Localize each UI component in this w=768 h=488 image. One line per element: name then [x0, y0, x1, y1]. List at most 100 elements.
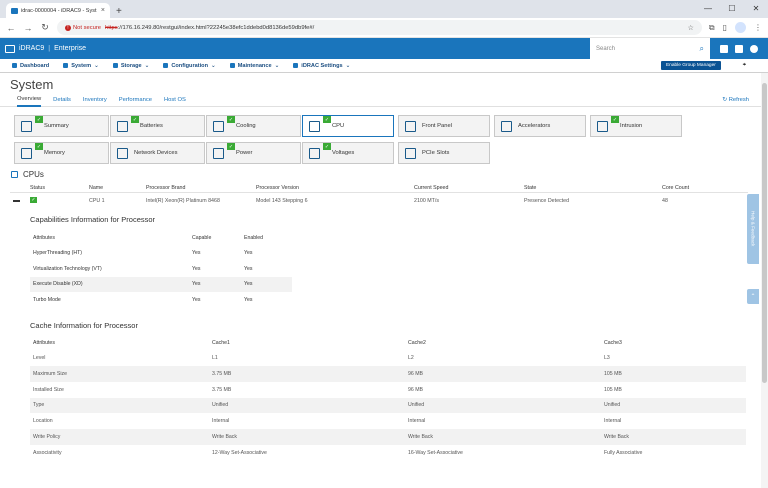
status-ok-icon: ✓	[35, 143, 43, 150]
search-input[interactable]: Search ⌕	[590, 38, 710, 59]
fan-icon	[213, 120, 224, 132]
url-bar[interactable]: ! Not secure https://176.16.249.80/restgu…	[57, 20, 702, 35]
tile-batteries[interactable]: ✓ Batteries	[110, 115, 205, 137]
tile-memory[interactable]: ✓ Memory	[14, 142, 109, 164]
tile-cooling[interactable]: ✓ Cooling	[206, 115, 301, 137]
tile-cpu[interactable]: ✓ CPU	[302, 115, 394, 137]
close-window-icon[interactable]: ✕	[752, 3, 760, 13]
extensions-icon[interactable]: ⧉	[708, 22, 715, 32]
table-row: Execute Disable (XD) Yes Yes	[30, 276, 292, 293]
help-icon[interactable]	[750, 44, 758, 53]
maximize-icon[interactable]: ☐	[728, 3, 736, 13]
page-tabs: Overview Details Inventory Performance H…	[0, 93, 768, 107]
collapse-row-icon[interactable]	[13, 200, 20, 202]
chevron-down-icon: ⌄	[211, 62, 216, 69]
tab-host-os[interactable]: Host OS	[163, 96, 186, 103]
section-title: CPUs	[23, 169, 44, 179]
menu-storage[interactable]: Storage ⌄	[112, 63, 149, 69]
status-ok-icon: ✓	[323, 116, 331, 123]
tile-voltages[interactable]: ✓ Voltages	[302, 142, 394, 164]
tab-inventory[interactable]: Inventory	[82, 96, 107, 103]
menu-idrac-settings[interactable]: iDRAC Settings ⌄	[293, 63, 350, 69]
tab-details[interactable]: Details	[53, 96, 71, 103]
warning-icon: !	[65, 24, 71, 31]
table-row: Level L1 L2 L3	[30, 350, 746, 366]
browser-toolbar-icons: ⧉ ▯ ⋮	[709, 22, 762, 33]
collapse-panel-button[interactable]: ⌃	[747, 289, 759, 304]
cpu-icon	[309, 120, 320, 132]
battery-icon	[117, 120, 128, 132]
forward-icon[interactable]: →	[23, 22, 33, 33]
cpu-name: CPU 1	[89, 198, 105, 204]
back-icon[interactable]: ←	[6, 22, 16, 33]
idrac-header: iDRAC9 | Enterprise Search ⌕	[0, 38, 768, 59]
bookmark-star-icon[interactable]: ☆	[687, 24, 694, 32]
status-ok-icon: ✓	[227, 143, 235, 150]
column-header: Core Count	[662, 184, 690, 191]
status-ok-icon: ✓	[611, 116, 619, 123]
browser-menu-icon[interactable]: ⋮	[754, 23, 762, 32]
column-header: Processor Brand	[146, 184, 186, 191]
table-row: Location Internal Internal Internal	[30, 413, 746, 430]
jobs-icon[interactable]	[720, 44, 728, 53]
column-header: Current Speed	[414, 184, 449, 191]
power-supply-icon	[213, 147, 224, 159]
reload-icon[interactable]: ↻	[41, 22, 49, 32]
table-row: Associativity 12-Way Set-Associative 16-…	[30, 444, 746, 461]
scrollbar-thumb[interactable]	[762, 83, 767, 383]
url-scheme: https	[105, 24, 118, 31]
menu-dashboard[interactable]: Dashboard	[12, 63, 49, 69]
status-ok-icon: ✓	[227, 116, 235, 123]
idrac-logo: iDRAC9 | Enterprise	[0, 44, 87, 53]
page-title: System	[10, 77, 54, 92]
refresh-button[interactable]: ↻ Refresh	[722, 96, 749, 103]
tile-accelerators[interactable]: Accelerators	[494, 115, 586, 137]
tile-network-devices[interactable]: Network Devices	[110, 142, 205, 164]
tab-overview[interactable]: Overview	[17, 96, 42, 107]
not-secure-indicator[interactable]: ! Not secure	[65, 24, 101, 31]
chevron-down-icon: ⌄	[274, 62, 280, 69]
chevron-up-icon: ⌃	[750, 294, 756, 300]
tile-front-panel[interactable]: Front Panel	[398, 115, 490, 137]
pin-icon[interactable]: ⌖	[742, 62, 746, 68]
summary-icon	[21, 120, 32, 132]
configuration-icon	[163, 63, 169, 68]
favicon-icon	[11, 7, 18, 14]
menu-maintenance[interactable]: Maintenance ⌄	[229, 62, 280, 69]
tile-summary[interactable]: ✓ Summary	[14, 115, 109, 137]
tile-pcie-slots[interactable]: PCIe Slots	[398, 142, 490, 164]
tile-power[interactable]: ✓ Power	[206, 142, 301, 164]
cpu-version: Model 143 Stepping 6	[256, 198, 308, 204]
profile-avatar-icon[interactable]	[735, 22, 746, 33]
search-icon[interactable]: ⌕	[699, 43, 704, 53]
accelerator-icon	[501, 120, 512, 132]
menu-configuration[interactable]: Configuration ⌄	[163, 62, 216, 69]
pcie-icon	[405, 147, 416, 159]
vertical-scrollbar[interactable]	[761, 73, 768, 488]
cache-table: Attributes Cache1 Cache2 Cache3 Level L1…	[30, 336, 746, 461]
lock-icon	[597, 120, 608, 132]
new-tab-button[interactable]: +	[116, 6, 122, 17]
idrac-settings-icon	[293, 63, 299, 68]
browser-tab[interactable]: idrac-0000004 - iDRAC9 - Syst ×	[6, 3, 110, 18]
system-icon	[63, 63, 69, 68]
help-feedback-tab[interactable]: Help & Feedback	[747, 194, 759, 264]
tile-intrusion[interactable]: ✓ Intrusion	[590, 115, 682, 137]
column-header: Name	[89, 184, 104, 191]
menu-system[interactable]: System ⌄	[63, 63, 99, 69]
enable-group-manager-button[interactable]: Enable Group Manager	[660, 61, 721, 70]
chevron-down-icon: ⌄	[345, 62, 351, 69]
close-tab-icon[interactable]: ×	[100, 7, 105, 14]
tab-performance[interactable]: Performance	[118, 96, 152, 103]
refresh-icon: ↻	[722, 96, 729, 103]
user-icon[interactable]	[735, 44, 743, 53]
chevron-down-icon: ⌄	[94, 62, 99, 69]
table-row[interactable]: ✓ CPU 1 Intel(R) Xeon(R) Platinum 8468 M…	[10, 194, 748, 208]
product-edition: Enterprise	[54, 45, 87, 52]
cpu-speed: 2100 MT/s	[414, 198, 440, 204]
table-row: Maximum Size 3.75 MB 96 MB 105 MB	[30, 365, 746, 382]
tab-title: idrac-0000004 - iDRAC9 - Syst	[21, 7, 97, 14]
sidepanel-icon[interactable]: ▯	[722, 23, 727, 32]
minimize-icon[interactable]: —	[704, 3, 712, 13]
status-ok-icon: ✓	[30, 197, 37, 203]
